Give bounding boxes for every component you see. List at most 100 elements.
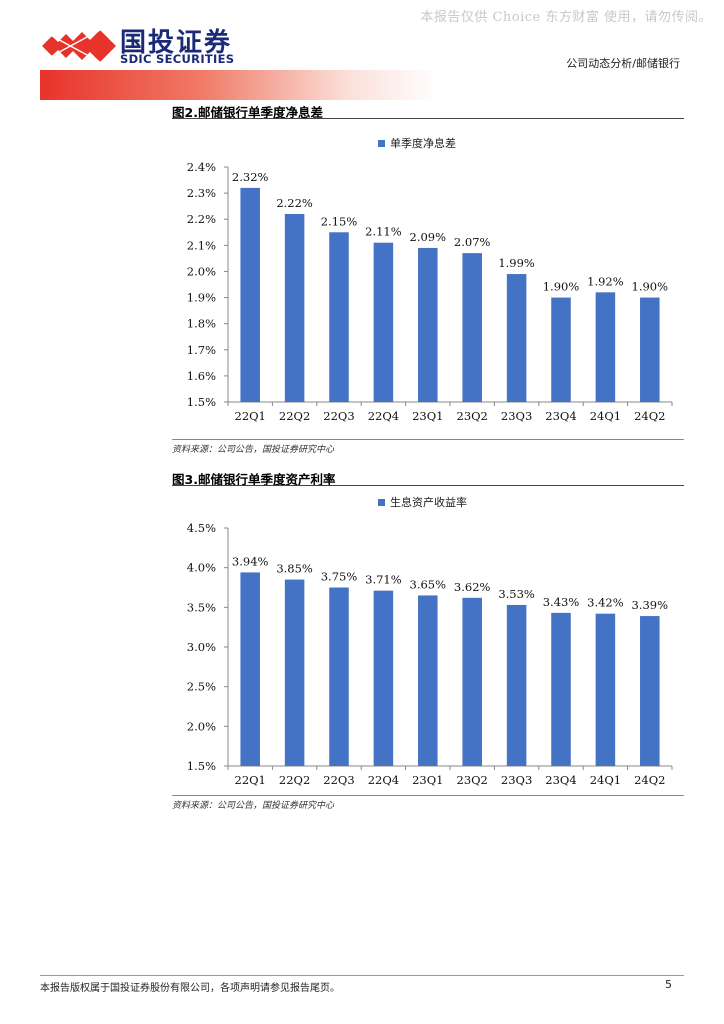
data-label: 3.94% — [232, 554, 269, 568]
y-tick-label: 2.0% — [187, 719, 216, 733]
y-tick-label: 3.0% — [187, 640, 216, 654]
data-label: 1.99% — [498, 256, 535, 270]
y-tick-label: 4.0% — [187, 561, 216, 575]
legend-swatch — [378, 140, 385, 147]
y-tick-label: 1.8% — [187, 317, 216, 331]
footer-rule — [40, 975, 684, 976]
x-tick-label: 23Q4 — [545, 773, 576, 787]
bar — [595, 292, 616, 402]
x-tick-label: 22Q4 — [368, 773, 399, 787]
x-tick-label: 22Q3 — [323, 773, 354, 787]
footer-disclaimer: 本报告版权属于国投证券股份有限公司，各项声明请参见报告尾页。 — [40, 983, 340, 994]
x-tick-label: 22Q1 — [235, 773, 266, 787]
logo-name-en: SDIC SECURITIES — [120, 52, 235, 66]
x-tick-label: 22Q3 — [323, 409, 354, 423]
x-tick-label: 23Q1 — [412, 409, 443, 423]
x-tick-label: 23Q2 — [457, 409, 488, 423]
data-label: 2.09% — [410, 230, 447, 244]
bar — [284, 214, 305, 402]
y-tick-label: 1.9% — [187, 291, 216, 305]
data-label: 1.90% — [632, 280, 669, 294]
data-label: 3.65% — [410, 577, 447, 591]
y-tick-label: 2.0% — [187, 264, 216, 278]
legend-label: 生息资产收益率 — [390, 495, 467, 509]
figure3-source: 资料来源：公司公告，国投证券研究中心 — [172, 801, 335, 811]
bar — [595, 613, 616, 766]
figure3-source-rule — [172, 795, 684, 796]
bar — [506, 274, 527, 402]
legend: 生息资产收益率 — [378, 495, 467, 509]
y-tick-label: 1.6% — [187, 369, 216, 383]
figure3-title: 图3.邮储银行单季度资产利率 — [172, 472, 336, 487]
x-tick-label: 22Q2 — [279, 409, 310, 423]
data-label: 3.62% — [454, 580, 491, 594]
company-logo: 国投证券 SDIC SECURITIES — [40, 22, 240, 70]
bar — [462, 253, 482, 402]
x-tick-label: 23Q3 — [501, 409, 532, 423]
x-tick-label: 24Q1 — [590, 409, 621, 423]
figure2-source-rule — [172, 439, 684, 440]
y-tick-label: 1.7% — [187, 343, 216, 357]
bar — [329, 587, 349, 766]
data-label: 1.92% — [587, 274, 624, 288]
bar — [418, 247, 438, 402]
bar — [284, 579, 305, 766]
bar — [640, 616, 660, 766]
legend-swatch — [378, 499, 385, 506]
bar — [373, 242, 394, 402]
bar — [329, 232, 349, 402]
data-label: 1.90% — [543, 280, 580, 294]
data-label: 3.43% — [543, 595, 580, 609]
bar — [373, 590, 394, 766]
x-tick-label: 23Q3 — [501, 773, 532, 787]
figure3-title-rule — [172, 485, 684, 486]
page-number: 5 — [665, 978, 672, 991]
data-label: 3.42% — [587, 596, 624, 610]
bar — [462, 597, 482, 766]
x-tick-label: 23Q4 — [545, 409, 576, 423]
data-label: 3.85% — [276, 562, 313, 576]
y-tick-label: 4.5% — [187, 521, 216, 535]
data-label: 3.71% — [365, 573, 402, 587]
y-tick-label: 2.3% — [187, 186, 216, 200]
watermark: 本报告仅供 Choice 东方财富 使用，请勿传阅。 — [420, 10, 712, 25]
bar — [240, 187, 260, 402]
bar — [551, 297, 571, 402]
y-tick-label: 2.5% — [187, 680, 216, 694]
x-tick-label: 23Q2 — [457, 773, 488, 787]
y-tick-label: 1.5% — [187, 759, 216, 773]
data-label: 2.07% — [454, 235, 491, 249]
bar — [551, 612, 571, 766]
figure2-title: 图2.邮储银行单季度净息差 — [172, 105, 323, 120]
y-tick-label: 2.1% — [187, 238, 216, 252]
y-tick-label: 2.4% — [187, 160, 216, 174]
x-tick-label: 22Q4 — [368, 409, 399, 423]
figure2-source: 资料来源：公司公告，国投证券研究中心 — [172, 445, 335, 455]
legend-label: 单季度净息差 — [390, 136, 456, 150]
header-accent-bar — [40, 70, 684, 100]
data-label: 3.39% — [632, 598, 669, 612]
x-tick-label: 22Q1 — [235, 409, 266, 423]
x-tick-label: 22Q2 — [279, 773, 310, 787]
x-tick-label: 24Q1 — [590, 773, 621, 787]
bar — [240, 572, 260, 766]
data-label: 2.11% — [365, 225, 402, 239]
data-label: 3.53% — [498, 587, 535, 601]
y-tick-label: 2.2% — [187, 212, 216, 226]
data-label: 3.75% — [321, 570, 358, 584]
legend: 单季度净息差 — [378, 136, 456, 150]
chart-svg: 单季度净息差 1.5% 1.6% 1.7% 1.8% 1.9% 2.0% 2.1% 2.2% 2.… — [187, 136, 673, 423]
logo-name-cn: 国投证券 — [120, 28, 233, 58]
x-tick-label: 23Q1 — [412, 773, 443, 787]
bar — [506, 604, 527, 766]
y-tick-label: 3.5% — [187, 600, 216, 614]
data-label: 2.32% — [232, 170, 269, 184]
data-label: 2.22% — [276, 196, 313, 210]
bar — [418, 595, 438, 766]
figure2-title-rule — [172, 118, 684, 119]
header-report-label: 公司动态分析/邮储银行 — [566, 57, 680, 70]
y-tick-label: 1.5% — [187, 395, 216, 409]
figure2-chart: 单季度净息差 1.5% 1.6% 1.7% 1.8% 1.9% 2.0% 2.1% 2.2% 2.… — [172, 124, 684, 438]
chart-svg: 生息资产收益率 1.5% 2.0% 2.5% 3.0% 3.5% 4.0% 4.5% 3.94%… — [187, 495, 673, 787]
data-label: 2.15% — [321, 214, 358, 228]
